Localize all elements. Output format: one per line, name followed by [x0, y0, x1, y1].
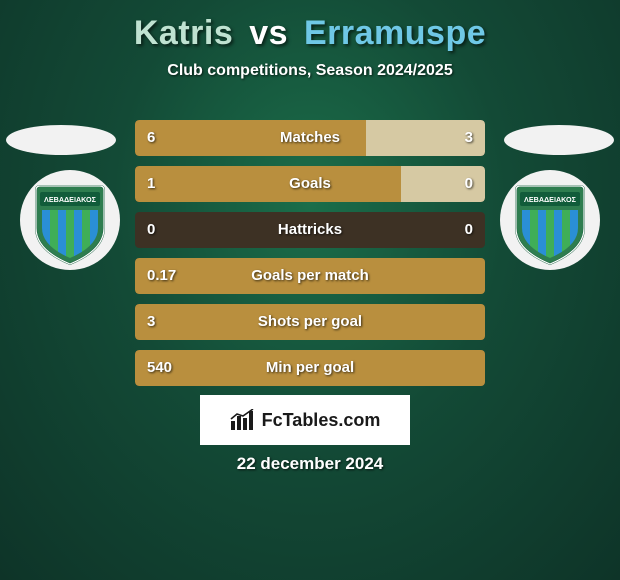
- player1-club-crest: ΛΕΒΑΔΕΙΑΚΟΣ: [20, 170, 120, 270]
- stat-row: 3Shots per goal: [135, 304, 485, 340]
- player2-name: Erramuspe: [304, 14, 486, 52]
- player1-head-placeholder: [6, 125, 116, 155]
- subtitle: Club competitions, Season 2024/2025: [0, 62, 620, 80]
- brand-text: FcTables.com: [262, 410, 381, 431]
- brand-chart-icon: [230, 409, 256, 431]
- stat-row: 00Hattricks: [135, 212, 485, 248]
- stat-label: Min per goal: [135, 350, 485, 386]
- stat-row: 540Min per goal: [135, 350, 485, 386]
- vs-text: vs: [249, 14, 288, 52]
- comparison-title: Katris vs Erramuspe: [0, 14, 620, 53]
- stats-panel: 63Matches 10Goals 00Hattricks 0.17Goals per…: [135, 120, 485, 396]
- brand-badge: FcTables.com: [200, 395, 410, 445]
- stat-label: Shots per goal: [135, 304, 485, 340]
- stat-row: 10Goals: [135, 166, 485, 202]
- stat-row: 0.17Goals per match: [135, 258, 485, 294]
- svg-text:ΛΕΒΑΔΕΙΑΚΟΣ: ΛΕΒΑΔΕΙΑΚΟΣ: [44, 195, 97, 204]
- player1-name: Katris: [134, 14, 233, 52]
- stat-row: 63Matches: [135, 120, 485, 156]
- stat-label: Goals per match: [135, 258, 485, 294]
- stat-label: Matches: [135, 120, 485, 156]
- svg-text:ΛΕΒΑΔΕΙΑΚΟΣ: ΛΕΒΑΔΕΙΑΚΟΣ: [524, 195, 577, 204]
- date-text: 22 december 2024: [0, 454, 620, 474]
- player2-club-crest: ΛΕΒΑΔΕΙΑΚΟΣ: [500, 170, 600, 270]
- stat-label: Hattricks: [135, 212, 485, 248]
- player2-head-placeholder: [504, 125, 614, 155]
- stat-label: Goals: [135, 166, 485, 202]
